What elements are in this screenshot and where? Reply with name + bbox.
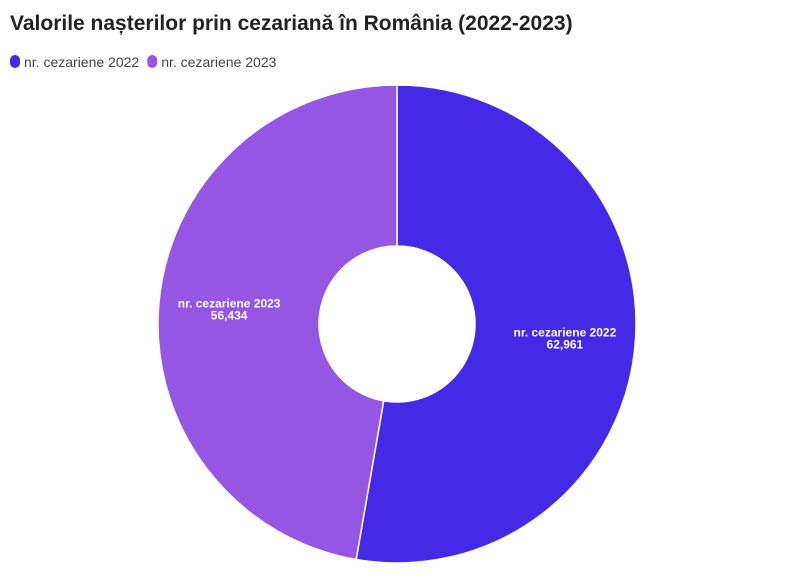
legend-marker xyxy=(147,55,158,68)
legend-label: nr. cezariene 2022 xyxy=(24,54,139,70)
legend-marker xyxy=(10,55,20,68)
slice-value: 62,961 xyxy=(547,337,584,351)
legend-label: nr. cezariene 2023 xyxy=(161,54,276,70)
slice xyxy=(157,84,398,561)
slice xyxy=(355,84,637,564)
legend: nr. cezariene 2022 nr. cezariene 2023 xyxy=(10,54,277,70)
slice-value: 56,434 xyxy=(211,309,248,323)
chart-title: Valorile nașterilor prin cezariană în Ro… xyxy=(10,12,573,35)
slice-label: nr. cezariene 2022 xyxy=(514,325,617,339)
slice-label: nr. cezariene 2023 xyxy=(178,297,281,311)
